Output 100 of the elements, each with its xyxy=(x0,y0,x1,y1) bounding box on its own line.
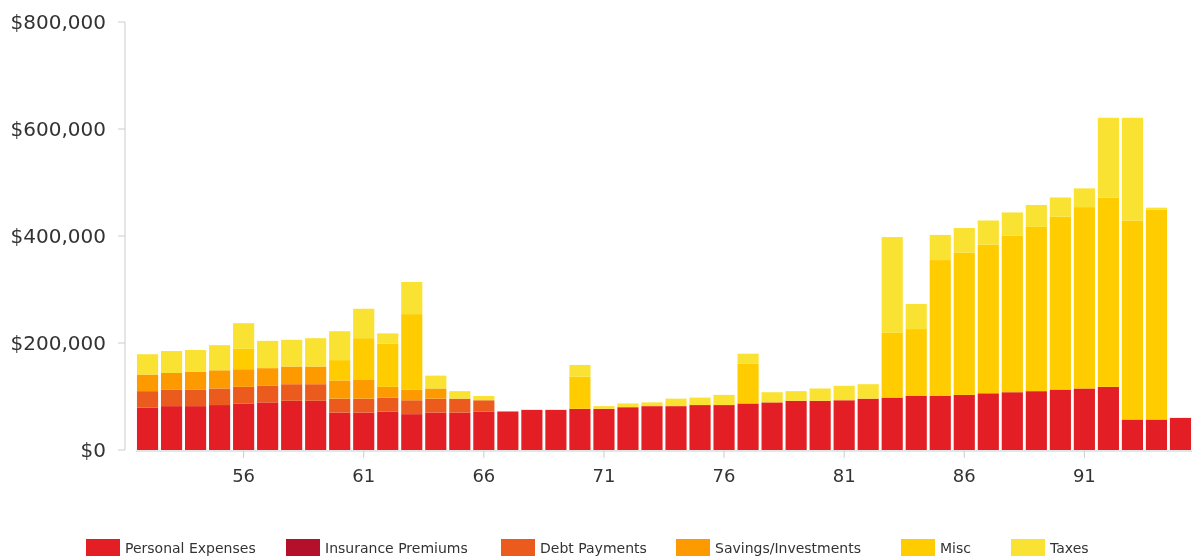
bar xyxy=(377,397,399,412)
bar xyxy=(377,411,399,450)
bar xyxy=(281,366,303,385)
bar xyxy=(521,409,543,450)
bar xyxy=(305,384,327,401)
bar xyxy=(449,391,471,399)
bar xyxy=(737,353,759,364)
bar xyxy=(160,351,183,373)
bar xyxy=(281,339,303,367)
bar xyxy=(377,333,399,344)
bar xyxy=(881,332,903,398)
legend-label: Insurance Premiums xyxy=(325,540,468,556)
bar xyxy=(473,411,495,450)
bar xyxy=(1121,220,1143,420)
bar xyxy=(425,375,447,389)
bar xyxy=(353,412,375,450)
bar xyxy=(160,406,183,450)
bar xyxy=(569,364,591,377)
bar xyxy=(377,386,399,398)
bar xyxy=(473,395,495,401)
bar xyxy=(1121,117,1143,221)
bar xyxy=(401,282,423,315)
bar xyxy=(1001,212,1023,236)
bar xyxy=(233,323,255,349)
bar xyxy=(785,391,807,401)
bar xyxy=(401,314,423,390)
bar xyxy=(1049,216,1071,390)
bar xyxy=(905,395,927,450)
legend-label: Personal Expenses xyxy=(125,540,256,556)
x-tick-label: 81 xyxy=(832,465,856,486)
bar xyxy=(209,405,231,450)
bar xyxy=(545,409,567,450)
bar xyxy=(641,406,663,450)
bar xyxy=(593,406,615,409)
bar xyxy=(1073,388,1095,450)
bar xyxy=(1145,419,1168,450)
bar xyxy=(329,331,351,361)
y-tick-label: $200,000 xyxy=(10,331,106,355)
bar xyxy=(737,363,759,404)
bar xyxy=(1097,117,1119,198)
bar xyxy=(977,244,999,394)
x-tick-label: 66 xyxy=(472,465,496,486)
bar xyxy=(689,397,711,406)
bar xyxy=(1025,391,1047,450)
bar xyxy=(185,349,207,372)
bar xyxy=(257,368,279,386)
bar xyxy=(977,220,999,245)
bar xyxy=(136,374,159,392)
bar xyxy=(209,345,231,371)
bar xyxy=(953,252,975,395)
bar xyxy=(881,397,903,450)
bar xyxy=(1025,204,1047,227)
bar xyxy=(593,408,615,450)
bar xyxy=(929,234,951,261)
bar xyxy=(305,366,327,385)
bar xyxy=(809,388,831,401)
bar xyxy=(425,398,447,413)
bar xyxy=(185,389,207,407)
bar xyxy=(281,400,303,450)
bar xyxy=(977,393,999,450)
y-tick-label: $0 xyxy=(80,438,106,462)
bar xyxy=(401,400,423,415)
bar xyxy=(233,386,255,404)
bar xyxy=(833,385,855,401)
legend-label: Misc xyxy=(940,540,971,556)
bar xyxy=(617,407,639,450)
bar xyxy=(497,411,519,450)
bar xyxy=(257,402,279,450)
bar xyxy=(953,394,975,450)
bar xyxy=(1049,197,1071,217)
bar xyxy=(1145,209,1168,420)
y-tick-label: $600,000 xyxy=(10,117,106,141)
bar xyxy=(233,369,255,387)
bar xyxy=(929,395,951,450)
bar xyxy=(425,388,447,399)
bar xyxy=(761,392,783,403)
bar xyxy=(353,308,375,339)
bar xyxy=(1169,417,1192,450)
bar xyxy=(185,371,207,390)
x-tick-label: 76 xyxy=(712,465,736,486)
bar xyxy=(136,407,159,450)
bar xyxy=(881,237,903,333)
legend-label: Savings/Investments xyxy=(715,540,862,556)
bar xyxy=(136,354,159,375)
bar xyxy=(329,398,351,413)
bar xyxy=(305,338,327,367)
x-tick-label: 71 xyxy=(592,465,616,486)
bar xyxy=(305,400,327,450)
bar xyxy=(233,403,255,450)
bar xyxy=(425,412,447,450)
bar xyxy=(401,414,423,450)
legend-label: Taxes xyxy=(1049,540,1089,556)
bar xyxy=(905,329,927,396)
bar xyxy=(665,406,687,450)
bar xyxy=(689,405,711,450)
bar xyxy=(329,360,351,381)
bar xyxy=(1001,392,1023,450)
bar xyxy=(1073,188,1095,208)
bar xyxy=(713,405,735,450)
bar xyxy=(1025,226,1047,392)
